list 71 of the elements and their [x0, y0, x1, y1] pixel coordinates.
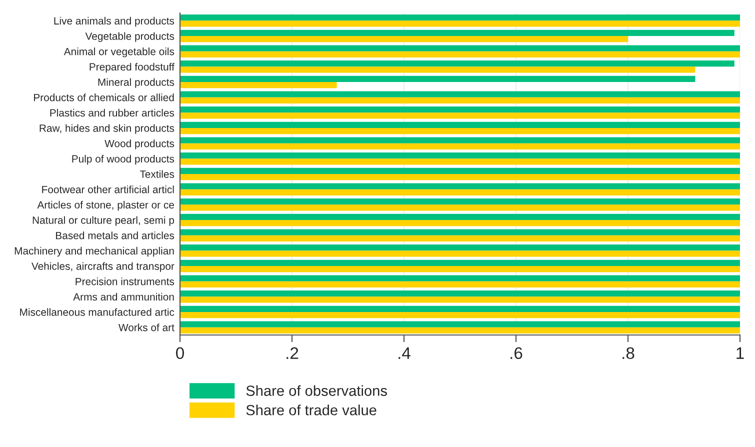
bar	[180, 76, 696, 82]
bar	[180, 36, 628, 42]
bar	[180, 128, 740, 134]
bar	[180, 220, 740, 226]
x-tick-label: 0	[176, 347, 184, 360]
y-tick-label: Prepared foodstuff	[90, 62, 174, 73]
bar	[180, 143, 740, 150]
bar	[180, 66, 696, 73]
bar	[180, 250, 740, 257]
legend-label: Share of observations	[246, 385, 387, 396]
bar	[180, 168, 740, 174]
y-tick-label: Arms and ammunition	[73, 292, 174, 301]
bar	[180, 82, 337, 88]
bar	[180, 45, 740, 52]
bar	[180, 152, 740, 159]
bar	[180, 137, 740, 144]
y-tick-label: Works of art	[118, 324, 174, 332]
bar	[180, 327, 740, 334]
bar	[180, 51, 740, 58]
y-tick-label: Articles of stone, plaster or ce	[37, 200, 174, 211]
bar	[180, 266, 740, 272]
bar	[180, 106, 740, 113]
y-tick-label: Wood products	[104, 140, 174, 150]
y-tick-label: Footwear other artificial articl	[42, 186, 174, 194]
y-tick-label: Raw, hides and skin products	[40, 124, 174, 134]
y-tick-label: Miscellaneous manufactured artic	[20, 308, 174, 316]
y-tick-label: Precision instruments	[76, 278, 174, 286]
bar	[180, 97, 740, 104]
bar	[180, 174, 740, 180]
y-tick-label: Mineral products	[98, 78, 174, 88]
x-tick-label: .8	[622, 347, 634, 360]
bar	[180, 30, 734, 36]
bar	[180, 260, 740, 266]
bar	[180, 158, 740, 165]
x-tick-label: .4	[398, 347, 410, 359]
y-tick-label: Based metals and articles	[56, 232, 174, 240]
bar	[180, 189, 740, 196]
bar	[180, 20, 740, 27]
bar	[180, 91, 740, 98]
bar	[180, 122, 740, 128]
bar	[180, 229, 740, 236]
bar	[180, 321, 740, 328]
y-tick-label: Textiles	[140, 170, 174, 178]
bar	[180, 112, 740, 119]
bar	[180, 204, 740, 211]
x-tick-label: .2	[286, 347, 298, 359]
bar	[180, 281, 740, 288]
bar	[180, 60, 734, 67]
bar	[180, 306, 740, 312]
bar	[180, 296, 740, 303]
legend-label: Share of trade value	[246, 404, 376, 416]
x-tick-label: .6	[510, 347, 522, 360]
y-tick-label: Live animals and products	[54, 16, 174, 27]
y-tick-label: Pulp of wood products	[72, 154, 174, 165]
x-tick-label: 1	[736, 347, 744, 359]
bar	[180, 214, 740, 220]
y-tick-label: Natural or culture pearl, semi p	[32, 216, 174, 226]
bar	[180, 290, 740, 297]
bar	[180, 275, 740, 282]
bar	[180, 183, 740, 190]
y-tick-label: Vegetable products	[85, 32, 174, 42]
bar	[180, 235, 740, 242]
y-tick-label: Animal or vegetable oils	[64, 48, 174, 58]
y-tick-label: Vehicles, aircrafts and transpor	[31, 262, 174, 272]
bar	[180, 14, 740, 21]
bar	[180, 312, 740, 318]
bar	[180, 244, 740, 251]
y-tick-label: Products of chemicals or allied	[34, 94, 174, 102]
y-tick-label: Plastics and rubber articles	[50, 108, 174, 117]
y-tick-label: Machinery and mechanical applian	[14, 246, 174, 257]
bar	[180, 198, 740, 205]
